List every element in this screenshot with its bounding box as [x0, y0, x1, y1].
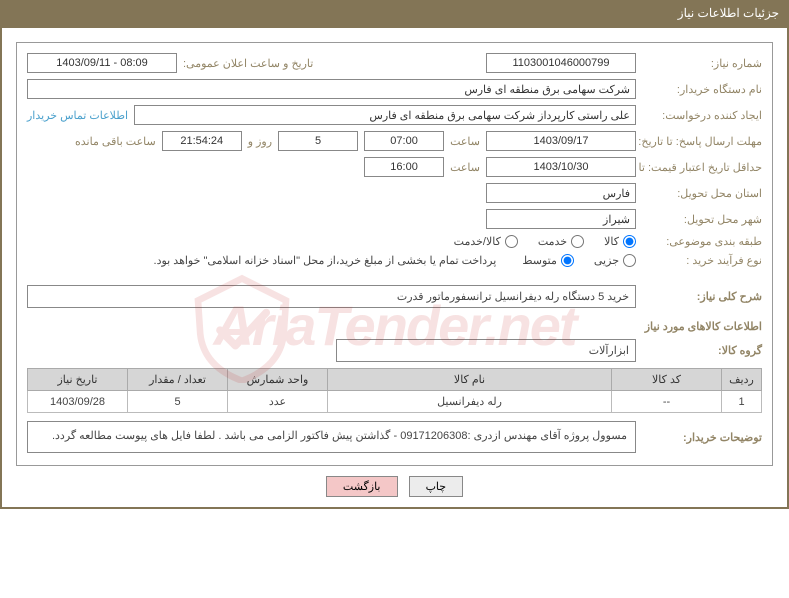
goods-table: ردیفکد کالانام کالاواحد شمارشتعداد / مقد…	[27, 368, 762, 413]
row-response-deadline: مهلت ارسال پاسخ: تا تاریخ: ساعت روز و سا…	[27, 131, 762, 151]
table-row: 1--رله دیفرانسیلعدد51403/09/28	[28, 391, 762, 413]
print-button[interactable]: چاپ	[409, 476, 464, 497]
row-price-validity: حداقل تاریخ اعتبار قیمت: تا تاریخ: ساعت	[27, 157, 762, 177]
need-number-field[interactable]	[486, 53, 636, 73]
table-cell: عدد	[228, 391, 328, 413]
table-cell: --	[612, 391, 722, 413]
category-radio-item[interactable]: کالا/خدمت	[454, 235, 518, 248]
general-desc-text: خرید 5 دستگاه رله دیفرانسیل ترانسفورماتو…	[397, 290, 629, 303]
goods-info-title: اطلاعات کالاهای مورد نیاز	[27, 320, 762, 333]
goods-group-box: ابزارآلات	[336, 339, 636, 362]
process-radio[interactable]	[623, 254, 636, 267]
row-buyer-org: نام دستگاه خریدار:	[27, 79, 762, 99]
row-buyer-notes: توضیحات خریدار: مسوول پروژه آقای مهندس ا…	[27, 421, 762, 453]
label-response-deadline: مهلت ارسال پاسخ: تا تاریخ:	[642, 135, 762, 148]
label-buyer-org: نام دستگاه خریدار:	[642, 83, 762, 96]
label-need-no: شماره نیاز:	[642, 57, 762, 70]
row-process: نوع فرآیند خرید : جزیی متوسط پرداخت تمام …	[27, 254, 762, 267]
table-header-cell: نام کالا	[328, 369, 612, 391]
details-box: AriaTender.net شماره نیاز: تاریخ و ساعت …	[16, 42, 773, 466]
table-cell: 1	[722, 391, 762, 413]
category-radio-label: کالا/خدمت	[454, 235, 501, 248]
category-radio-item[interactable]: خدمت	[538, 235, 584, 248]
response-date-field[interactable]	[486, 131, 636, 151]
category-radio-label: خدمت	[538, 235, 567, 248]
table-header-row: ردیفکد کالانام کالاواحد شمارشتعداد / مقد…	[28, 369, 762, 391]
category-radio-group: کالا خدمت کالا/خدمت	[454, 235, 636, 248]
label-requester: ایجاد کننده درخواست:	[642, 109, 762, 122]
row-general-desc: شرح کلی نیاز: خرید 5 دستگاه رله دیفرانسی…	[27, 285, 762, 308]
response-time-field[interactable]	[364, 131, 444, 151]
label-announce-date: تاریخ و ساعت اعلان عمومی:	[183, 57, 313, 70]
buyer-notes-text: مسوول پروژه آقای مهندس ازدری :0917120630…	[52, 430, 627, 442]
label-saat-1: ساعت	[450, 135, 480, 148]
label-general-desc: شرح کلی نیاز:	[642, 290, 762, 303]
label-rooz: روز و	[248, 135, 272, 148]
table-header-cell: تاریخ نیاز	[28, 369, 128, 391]
label-city: شهر محل تحویل:	[642, 213, 762, 226]
table-header-cell: کد کالا	[612, 369, 722, 391]
requester-field[interactable]	[134, 105, 636, 125]
label-province: استان محل تحویل:	[642, 187, 762, 200]
label-category: طبقه بندی موضوعی:	[642, 235, 762, 248]
row-goods-group: گروه کالا: ابزارآلات	[27, 339, 762, 362]
row-requester: ایجاد کننده درخواست: اطلاعات تماس خریدار	[27, 105, 762, 125]
process-radio-label: جزیی	[594, 254, 619, 267]
category-radio[interactable]	[623, 235, 636, 248]
label-price-validity: حداقل تاریخ اعتبار قیمت: تا تاریخ:	[642, 161, 762, 174]
label-remaining: ساعت باقی مانده	[75, 135, 156, 148]
days-left-field[interactable]	[278, 131, 358, 151]
general-desc-box: خرید 5 دستگاه رله دیفرانسیل ترانسفورماتو…	[27, 285, 636, 308]
validity-date-field[interactable]	[486, 157, 636, 177]
table-cell: رله دیفرانسیل	[328, 391, 612, 413]
process-radio-item[interactable]: جزیی	[594, 254, 636, 267]
process-radio-item[interactable]: متوسط	[522, 254, 574, 267]
back-button[interactable]: بازگشت	[326, 476, 398, 497]
process-radio-label: متوسط	[522, 254, 557, 267]
footer-buttons: چاپ بازگشت	[16, 476, 773, 497]
category-radio[interactable]	[505, 235, 518, 248]
buyer-contact-link[interactable]: اطلاعات تماس خریدار	[27, 109, 128, 122]
panel-body: AriaTender.net شماره نیاز: تاریخ و ساعت …	[0, 26, 789, 509]
payment-note: پرداخت تمام یا بخشی از مبلغ خرید،از محل …	[154, 254, 497, 267]
validity-time-field[interactable]	[364, 157, 444, 177]
row-province: استان محل تحویل:	[27, 183, 762, 203]
category-radio-label: کالا	[604, 235, 619, 248]
province-field[interactable]	[486, 183, 636, 203]
table-header-cell: تعداد / مقدار	[128, 369, 228, 391]
row-need-number: شماره نیاز: تاریخ و ساعت اعلان عمومی:	[27, 53, 762, 73]
row-category: طبقه بندی موضوعی: کالا خدمت کالا/خدمت	[27, 235, 762, 248]
announce-date-field[interactable]	[27, 53, 177, 73]
city-field[interactable]	[486, 209, 636, 229]
label-process: نوع فرآیند خرید :	[642, 254, 762, 267]
label-buyer-notes: توضیحات خریدار:	[642, 421, 762, 444]
table-cell: 5	[128, 391, 228, 413]
panel-title-text: جزئیات اطلاعات نیاز	[678, 6, 779, 20]
row-city: شهر محل تحویل:	[27, 209, 762, 229]
process-radio-group: جزیی متوسط	[522, 254, 636, 267]
time-left-field[interactable]	[162, 131, 242, 151]
buyer-org-field[interactable]	[27, 79, 636, 99]
table-header-cell: ردیف	[722, 369, 762, 391]
goods-group-text: ابزارآلات	[589, 344, 629, 357]
buyer-notes-box: مسوول پروژه آقای مهندس ازدری :0917120630…	[27, 421, 636, 453]
process-radio[interactable]	[561, 254, 574, 267]
label-saat-2: ساعت	[450, 161, 480, 174]
table-cell: 1403/09/28	[28, 391, 128, 413]
label-goods-group: گروه کالا:	[642, 344, 762, 357]
category-radio[interactable]	[571, 235, 584, 248]
table-header-cell: واحد شمارش	[228, 369, 328, 391]
panel-header: جزئیات اطلاعات نیاز	[0, 0, 789, 26]
category-radio-item[interactable]: کالا	[604, 235, 636, 248]
